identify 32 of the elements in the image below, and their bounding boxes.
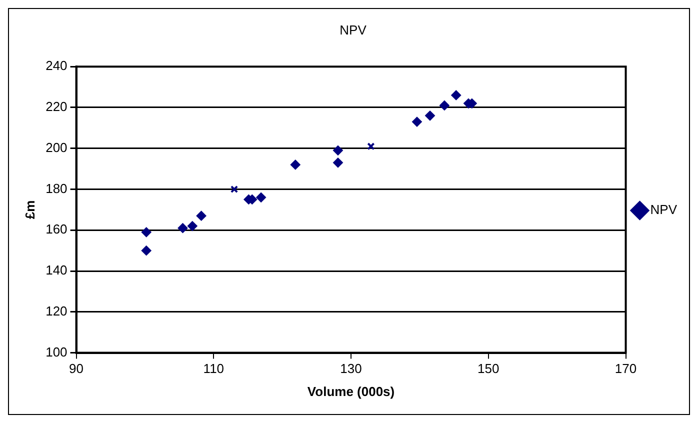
- y-tick-label: 240: [46, 58, 68, 74]
- x-tick-label: 170: [614, 361, 637, 376]
- x-tick-label: 110: [203, 361, 224, 376]
- x-tick-label: 130: [340, 361, 362, 376]
- legend-label: NPV: [650, 202, 678, 218]
- point: [141, 246, 152, 256]
- y-tick-label: 220: [46, 99, 68, 114]
- y-tick-label: 180: [46, 180, 68, 196]
- x-axis-title: Volume (000s): [307, 384, 395, 399]
- point: [256, 192, 266, 202]
- y-tick-label: 100: [46, 344, 68, 360]
- point: [141, 227, 152, 238]
- point: [425, 110, 436, 121]
- y-tick-label: 120: [46, 303, 68, 318]
- point: [178, 223, 188, 234]
- chart-title: NPV: [340, 22, 367, 38]
- point: [187, 221, 198, 232]
- y-axis-title: £m: [22, 200, 38, 220]
- point: [451, 90, 462, 100]
- point: [439, 100, 450, 110]
- y-tick-label: 200: [46, 140, 68, 155]
- y-tick-label: 140: [46, 262, 68, 278]
- x-tick-label: 150: [478, 361, 500, 376]
- y-tick-label: 160: [46, 222, 68, 237]
- point: [196, 210, 206, 221]
- point: [332, 145, 343, 156]
- x-tick-label: 90: [69, 361, 84, 376]
- point: [367, 142, 375, 150]
- point: [290, 160, 300, 170]
- point: [230, 185, 238, 194]
- point: [332, 158, 343, 168]
- point: [412, 116, 422, 127]
